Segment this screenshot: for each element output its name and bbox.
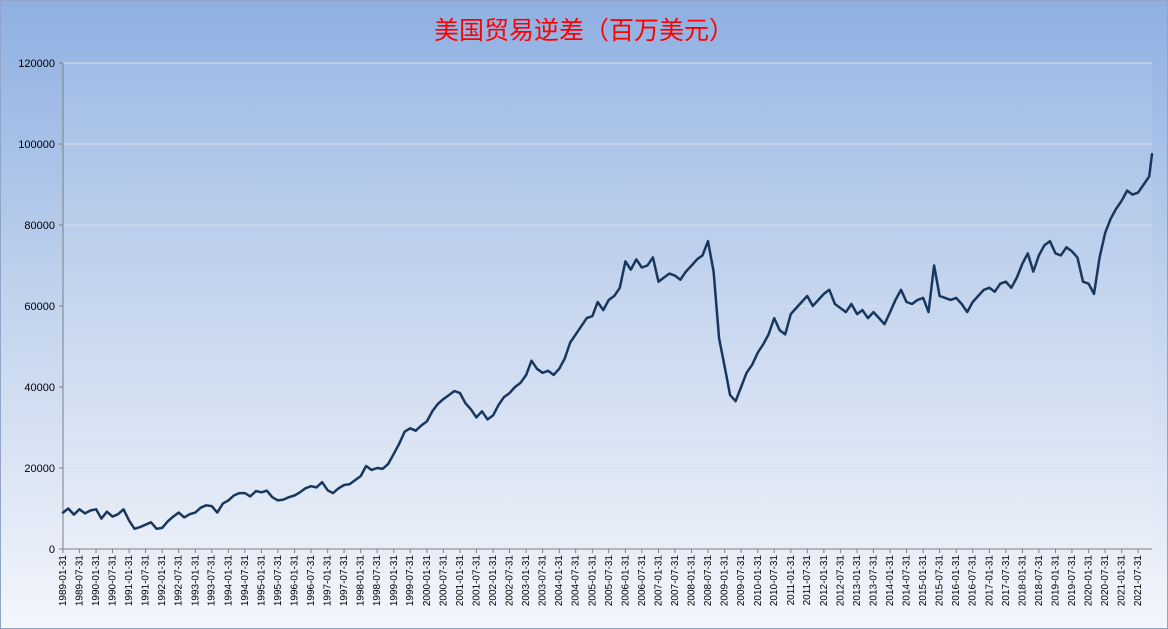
x-tick-label: 2017-07-31: [1001, 555, 1012, 607]
y-tick-label: 40000: [24, 382, 55, 394]
x-tick-label: 2008-01-31: [687, 555, 698, 607]
x-tick-label: 1993-07-31: [207, 555, 218, 607]
x-tick-label: 1994-01-31: [223, 555, 234, 607]
x-tick-label: 1999-01-31: [389, 555, 400, 607]
x-tick-label: 2020-07-31: [1100, 555, 1111, 607]
x-tick-label: 2006-01-31: [620, 555, 631, 607]
x-tick-label: 2019-01-31: [1051, 555, 1062, 607]
x-tick-label: 2018-01-31: [1017, 555, 1028, 607]
x-tick-label: 2015-07-31: [935, 555, 946, 607]
x-tick-label: 1998-07-31: [372, 555, 383, 607]
x-tick-label: 1995-01-31: [256, 555, 267, 607]
x-tick-label: 1991-01-31: [124, 555, 135, 607]
x-tick-label: 2010-07-31: [769, 555, 780, 607]
x-tick-label: 1994-07-31: [240, 555, 251, 607]
x-tick-label: 2008-07-31: [703, 555, 714, 607]
x-tick-label: 2014-07-31: [902, 555, 913, 607]
y-tick-label: 120000: [18, 58, 55, 70]
x-tick-label: 2020-01-31: [1084, 555, 1095, 607]
x-tick-label: 2007-07-31: [670, 555, 681, 607]
x-tick-label: 1989-07-31: [74, 555, 85, 607]
x-tick-label: 2009-01-31: [720, 555, 731, 607]
x-tick-label: 2013-01-31: [852, 555, 863, 607]
x-tick-label: 2012-01-31: [819, 555, 830, 607]
x-tick-label: 2005-01-31: [587, 555, 598, 607]
x-tick-label: 1999-07-31: [405, 555, 416, 607]
y-tick-label: 80000: [24, 220, 55, 232]
y-tick-label: 100000: [18, 139, 55, 151]
x-tick-label: 2004-07-31: [571, 555, 582, 607]
chart-title: 美国贸易逆差（百万美元）: [433, 16, 734, 45]
x-tick-label: 2005-07-31: [604, 555, 615, 607]
x-tick-label: 2016-07-31: [968, 555, 979, 607]
x-tick-label: 1997-01-31: [323, 555, 334, 607]
x-tick-label: 1998-01-31: [356, 555, 367, 607]
x-tick-label: 2002-01-31: [488, 555, 499, 607]
x-tick-label: 1993-01-31: [190, 555, 201, 607]
x-tick-label: 2012-07-31: [835, 555, 846, 607]
x-tick-label: 1991-07-31: [141, 555, 152, 607]
y-tick-label: 20000: [24, 463, 55, 475]
x-tick-label: 2002-07-31: [504, 555, 515, 607]
x-tick-label: 2001-01-31: [455, 555, 466, 607]
x-tick-label: 2017-01-31: [984, 555, 995, 607]
y-tick-label: 0: [49, 544, 55, 556]
x-tick-label: 2001-07-31: [471, 555, 482, 607]
x-tick-label: 2003-07-31: [538, 555, 549, 607]
x-tick-label: 1992-01-31: [157, 555, 168, 607]
x-tick-label: 2013-07-31: [868, 555, 879, 607]
x-tick-label: 1990-01-31: [91, 555, 102, 607]
x-tick-label: 2016-01-31: [951, 555, 962, 607]
x-tick-label: 2004-01-31: [554, 555, 565, 607]
x-tick-label: 2015-01-31: [918, 555, 929, 607]
x-tick-label: 1990-07-31: [107, 555, 118, 607]
x-tick-label: 2003-01-31: [521, 555, 532, 607]
x-tick-label: 1992-07-31: [174, 555, 185, 607]
x-tick-label: 1997-07-31: [339, 555, 350, 607]
x-tick-label: 2011-01-31: [786, 555, 797, 606]
series-line: [61, 152, 1154, 531]
x-tick-label: 2000-01-31: [422, 555, 433, 607]
x-tick-label: 1996-01-31: [290, 555, 301, 607]
x-tick-label: 2019-07-31: [1067, 555, 1078, 607]
x-tick-label: 1996-07-31: [306, 555, 317, 607]
x-tick-label: 2009-07-31: [736, 555, 747, 607]
x-tick-label: 2007-01-31: [653, 555, 664, 607]
x-tick-label: 2014-01-31: [885, 555, 896, 607]
x-tick-label: 2011-07-31: [802, 555, 813, 606]
x-tick-label: 2021-07-31: [1133, 555, 1144, 607]
x-tick-label: 2000-07-31: [438, 555, 449, 607]
x-tick-label: 2018-07-31: [1034, 555, 1045, 607]
x-tick-label: 1995-07-31: [273, 555, 284, 607]
x-tick-label: 2010-01-31: [753, 555, 764, 607]
x-tick-label: 1989-01-31: [58, 555, 69, 607]
x-tick-label: 2021-01-31: [1117, 555, 1128, 607]
y-tick-label: 60000: [24, 301, 55, 313]
x-tick-label: 2006-07-31: [637, 555, 648, 607]
